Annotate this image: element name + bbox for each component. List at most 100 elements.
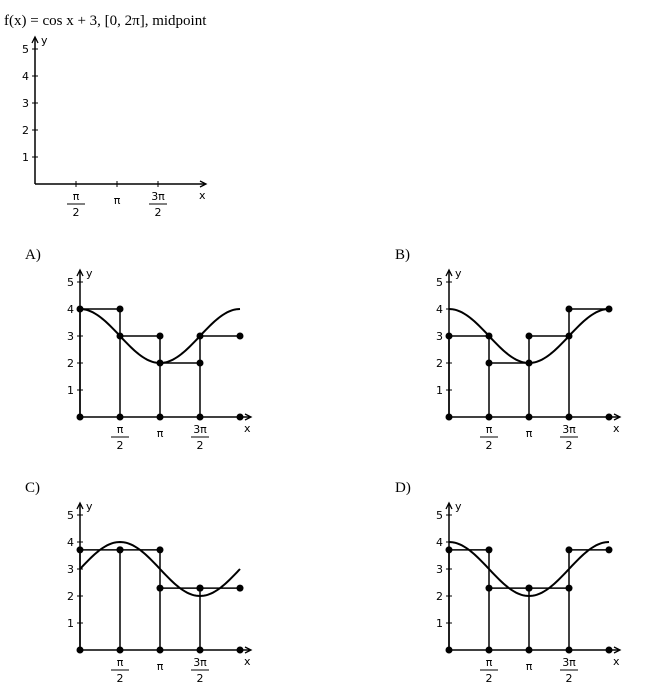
x-axis-label: x [199, 189, 206, 202]
dot [445, 546, 453, 554]
dot [116, 332, 124, 340]
option-label: C) [25, 480, 40, 496]
arrow [76, 268, 84, 277]
arrow [613, 413, 622, 421]
dot [565, 546, 573, 554]
y-tick-label: 5 [436, 509, 443, 522]
dot [485, 584, 493, 592]
dot [485, 359, 493, 367]
y-tick-label: 5 [67, 276, 74, 289]
y-tick-label: 4 [22, 70, 29, 83]
dot [565, 413, 573, 421]
dot [445, 413, 453, 421]
arrow [445, 501, 453, 510]
y-axis-label: y [455, 500, 462, 513]
dot [196, 646, 204, 654]
arrow [445, 268, 453, 277]
x-tick-numerator: 3π [151, 190, 165, 203]
x-tick-label: π [526, 660, 533, 673]
y-tick-label: 3 [436, 563, 443, 576]
dot [76, 646, 84, 654]
dot [156, 584, 164, 592]
y-axis-label: y [86, 500, 93, 513]
x-axis-label: x [613, 655, 620, 668]
arrow [244, 646, 253, 654]
dot [76, 546, 84, 554]
x-tick-label: π [157, 660, 164, 673]
arrow [613, 646, 622, 654]
x-tick-numerator: 3π [193, 423, 207, 436]
y-tick-label: 1 [436, 617, 443, 630]
y-axis-label: y [455, 267, 462, 280]
x-tick-denominator: 2 [73, 206, 80, 219]
x-tick-numerator: 3π [562, 656, 576, 669]
x-tick-denominator: 2 [566, 439, 573, 452]
option-label: D) [395, 480, 411, 496]
y-tick-label: 2 [67, 357, 74, 370]
dot [116, 646, 124, 654]
y-axis-label: y [41, 34, 48, 47]
dot [236, 584, 244, 592]
y-tick-label: 1 [67, 617, 74, 630]
dot [565, 646, 573, 654]
dot [445, 332, 453, 340]
x-tick-numerator: 3π [562, 423, 576, 436]
y-tick-label: 5 [67, 509, 74, 522]
dot [485, 413, 493, 421]
x-axis-label: x [244, 422, 251, 435]
x-tick-numerator: π [486, 656, 493, 669]
dot [236, 646, 244, 654]
arrow [31, 35, 39, 44]
x-tick-numerator: π [117, 423, 124, 436]
y-axis-label: y [86, 267, 93, 280]
dot [196, 332, 204, 340]
prompt: f(x) = cos x + 3, [0, 2π], midpoint [4, 13, 207, 29]
dot [605, 413, 613, 421]
option-label: B) [395, 247, 410, 263]
y-tick-label: 2 [67, 590, 74, 603]
dot [156, 413, 164, 421]
x-tick-label: π [157, 427, 164, 440]
dot [196, 584, 204, 592]
dot [485, 646, 493, 654]
dot [605, 646, 613, 654]
dot [236, 332, 244, 340]
x-tick-denominator: 2 [155, 206, 162, 219]
y-tick-label: 2 [436, 590, 443, 603]
x-tick-denominator: 2 [117, 672, 124, 685]
dot [525, 584, 533, 592]
x-tick-numerator: π [486, 423, 493, 436]
option-label: A) [25, 247, 41, 263]
dot [116, 413, 124, 421]
y-tick-label: 5 [22, 43, 29, 56]
dot [525, 646, 533, 654]
x-tick-denominator: 2 [117, 439, 124, 452]
y-tick-label: 1 [436, 384, 443, 397]
dot [605, 546, 613, 554]
x-tick-denominator: 2 [197, 672, 204, 685]
x-tick-denominator: 2 [486, 439, 493, 452]
dot [156, 359, 164, 367]
dot [156, 646, 164, 654]
arrow [76, 501, 84, 510]
x-axis-label: x [613, 422, 620, 435]
dot [525, 413, 533, 421]
y-tick-label: 3 [22, 97, 29, 110]
x-tick-numerator: 3π [193, 656, 207, 669]
dot [76, 305, 84, 313]
x-tick-label: π [526, 427, 533, 440]
y-tick-label: 2 [436, 357, 443, 370]
y-tick-label: 4 [436, 536, 443, 549]
y-tick-label: 4 [436, 303, 443, 316]
arrow [199, 180, 208, 188]
y-tick-label: 1 [22, 151, 29, 164]
dot [116, 546, 124, 554]
x-axis-label: x [244, 655, 251, 668]
x-tick-denominator: 2 [486, 672, 493, 685]
x-tick-denominator: 2 [197, 439, 204, 452]
y-tick-label: 3 [67, 563, 74, 576]
dot [196, 413, 204, 421]
dot [236, 413, 244, 421]
x-tick-numerator: π [73, 190, 80, 203]
